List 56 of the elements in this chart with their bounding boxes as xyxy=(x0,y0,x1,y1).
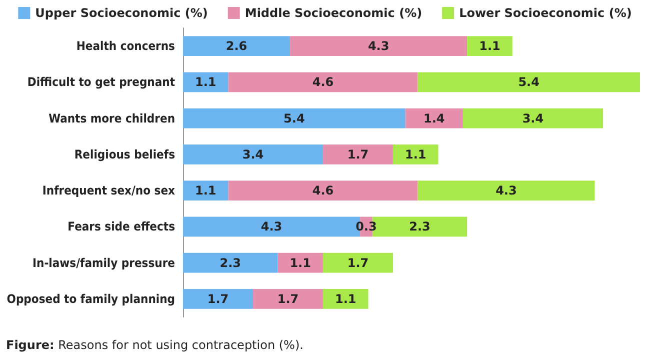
data-label: 4.3 xyxy=(496,184,517,198)
data-label: 1.7 xyxy=(347,256,369,270)
data-label: 1.1 xyxy=(195,75,216,90)
y-tick-label: Health concerns xyxy=(76,39,175,54)
data-label: 3.4 xyxy=(242,147,264,162)
bar xyxy=(183,36,290,56)
bar xyxy=(183,108,406,128)
bar xyxy=(278,252,323,273)
bar xyxy=(322,144,393,164)
y-tick-label: Religious beliefs xyxy=(74,147,175,162)
y-tick-label: Wants more children xyxy=(48,111,175,126)
data-label: 1.1 xyxy=(195,184,216,198)
bar xyxy=(228,180,418,200)
bar xyxy=(405,108,463,128)
bar xyxy=(322,289,368,309)
y-tick-label: Fears side effects xyxy=(68,220,175,234)
data-label: 4.6 xyxy=(312,184,334,198)
bar xyxy=(183,144,323,164)
bar xyxy=(290,36,468,56)
data-label: 1.1 xyxy=(479,39,500,54)
data-label: 1.7 xyxy=(207,292,229,306)
bar xyxy=(228,72,418,92)
data-label: 1.7 xyxy=(347,147,369,162)
data-label: 1.1 xyxy=(334,292,356,306)
data-label: 4.3 xyxy=(368,39,390,54)
bar xyxy=(418,180,595,200)
bar xyxy=(183,252,278,273)
data-label: 1.4 xyxy=(424,111,445,126)
data-label: 4.3 xyxy=(260,220,282,234)
legend-label: Upper Socioeconomic (%) xyxy=(35,6,208,20)
bar xyxy=(322,252,393,273)
legend-label: Middle Socioeconomic (%) xyxy=(244,6,422,20)
data-label: 4.6 xyxy=(312,75,334,90)
data-label: 2.6 xyxy=(226,39,248,54)
bar xyxy=(252,289,323,309)
data-label: 3.4 xyxy=(522,111,544,126)
data-label: 1.1 xyxy=(290,256,311,270)
bar xyxy=(467,36,512,56)
data-label: 5.4 xyxy=(518,75,540,90)
bar xyxy=(183,180,228,200)
y-tick-label: Difficult to get pregnant xyxy=(27,75,175,90)
y-tick-label: Infrequent sex/no sex xyxy=(42,184,176,198)
text: Figure: Reasons for not using contraception (%). xyxy=(6,338,304,352)
data-label: 1.1 xyxy=(404,147,426,162)
bar xyxy=(418,72,640,92)
bar xyxy=(462,108,603,128)
bar xyxy=(183,72,228,92)
bar xyxy=(392,144,438,164)
data-label: 2.3 xyxy=(220,256,241,270)
data-label: 5.4 xyxy=(284,111,305,126)
data-label: 2.3 xyxy=(409,220,430,234)
y-tick-label: In-laws/family pressure xyxy=(32,256,175,270)
legend-label: Lower Socioeconomic (%) xyxy=(459,6,632,20)
data-label: 1.7 xyxy=(277,292,299,306)
bar xyxy=(183,289,253,309)
y-tick-label: Opposed to family planning xyxy=(6,292,175,306)
